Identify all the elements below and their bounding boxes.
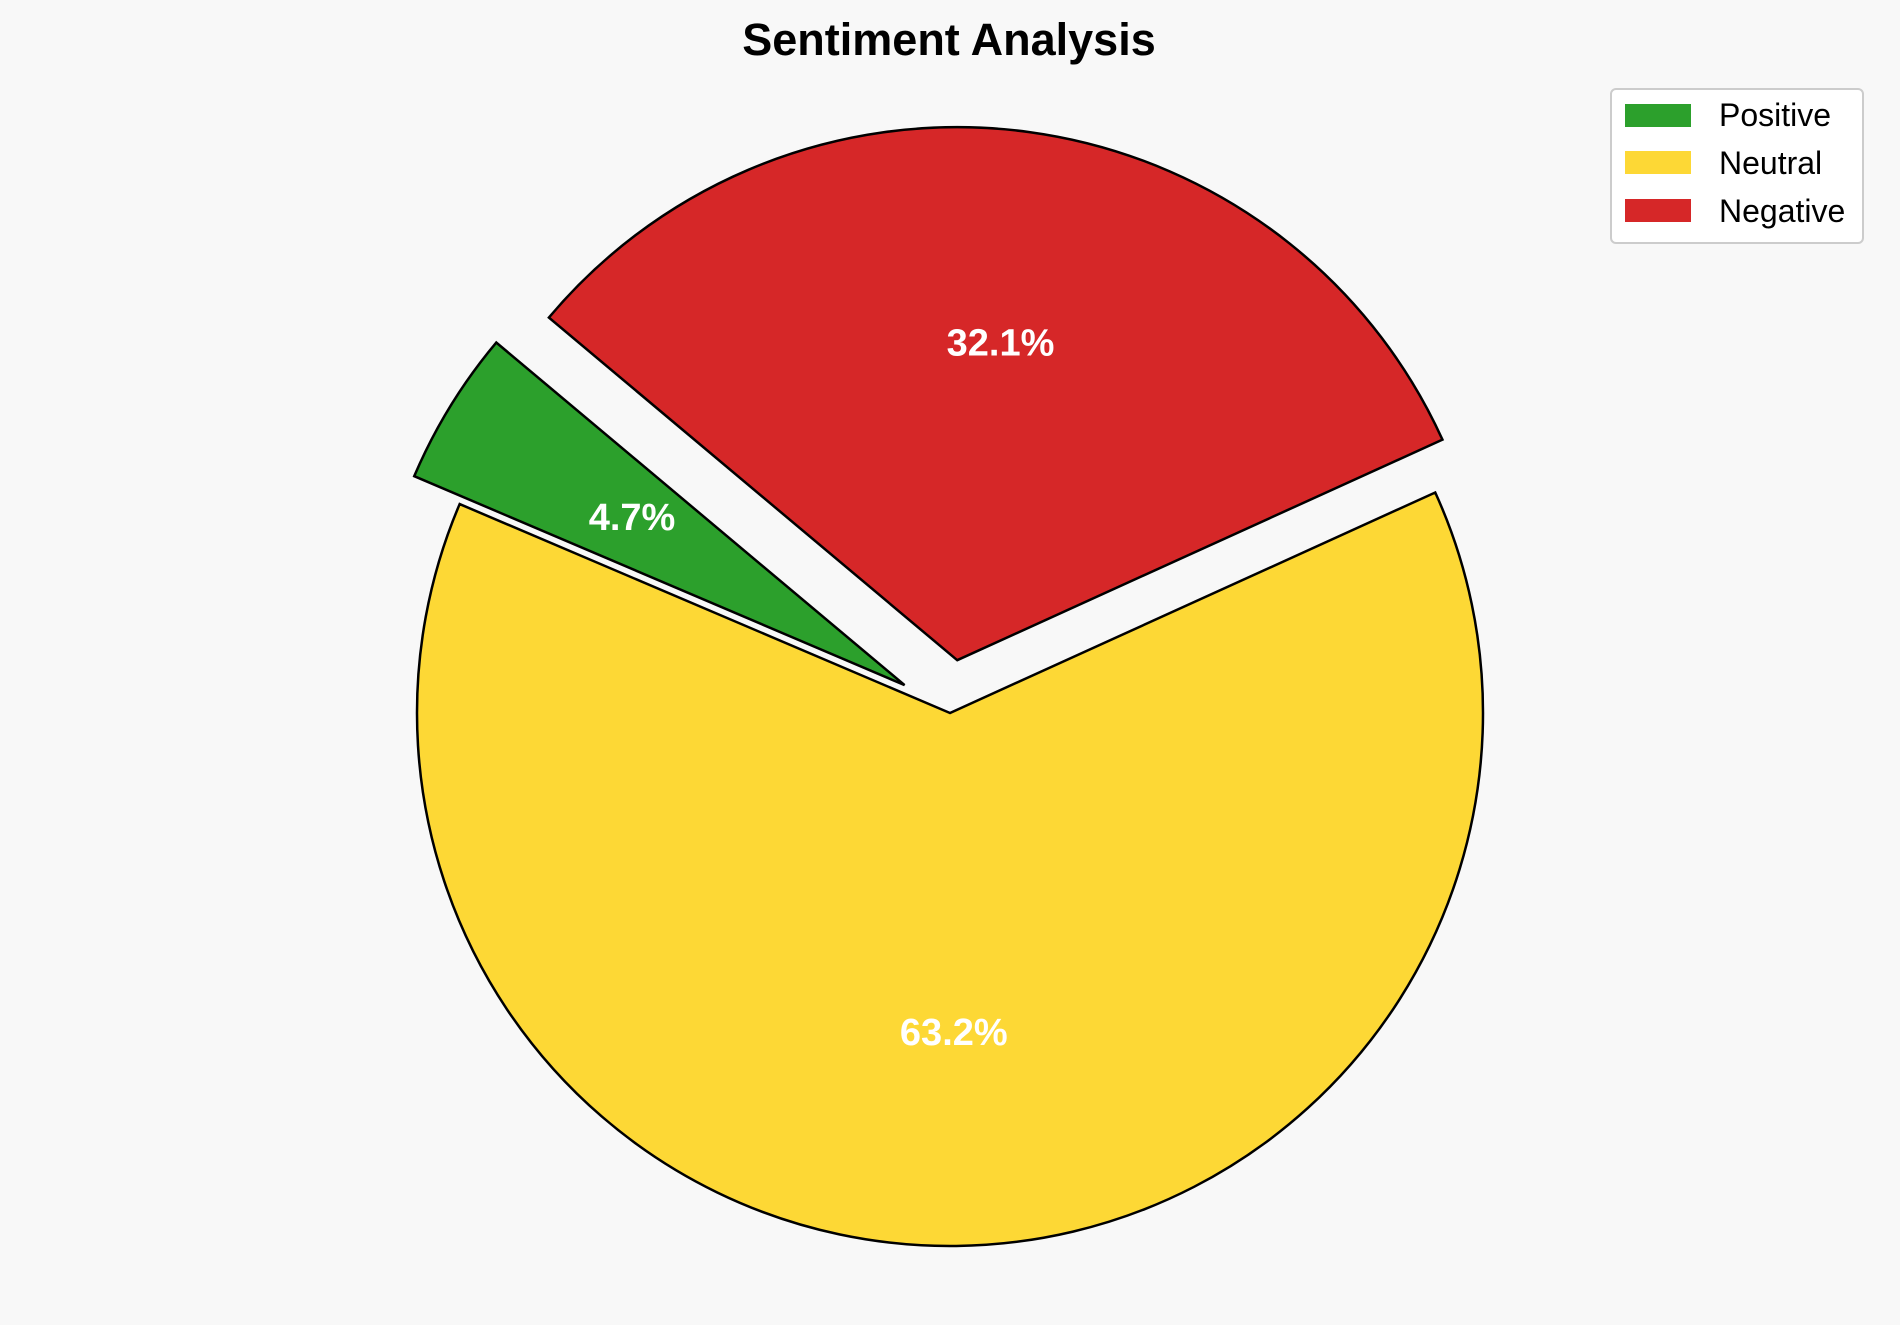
legend: Positive Neutral Negative — [1610, 88, 1864, 244]
legend-label-positive: Positive — [1719, 97, 1831, 133]
legend-swatch-neutral — [1625, 151, 1691, 174]
pie-slices — [412, 125, 1485, 1248]
chart-title: Sentiment Analysis — [742, 14, 1155, 65]
pie-label-positive: 4.7% — [589, 497, 676, 539]
legend-label-neutral: Neutral — [1719, 145, 1822, 181]
legend-entry-negative: Negative — [1625, 193, 1845, 229]
legend-swatch-negative — [1625, 199, 1691, 222]
pie-slice-negative — [547, 125, 1445, 662]
pie-label-neutral: 63.2% — [900, 1012, 1008, 1054]
legend-entry-positive: Positive — [1625, 97, 1831, 133]
legend-label-negative: Negative — [1719, 193, 1845, 229]
pie-slice-labels: 4.7% 63.2% 32.1% — [589, 322, 1055, 1053]
pie-slice-neutral — [415, 490, 1485, 1248]
pie-label-negative: 32.1% — [947, 322, 1055, 364]
legend-entry-neutral: Neutral — [1625, 145, 1822, 181]
legend-swatch-positive — [1625, 104, 1691, 127]
pie-slice-positive — [412, 340, 906, 687]
